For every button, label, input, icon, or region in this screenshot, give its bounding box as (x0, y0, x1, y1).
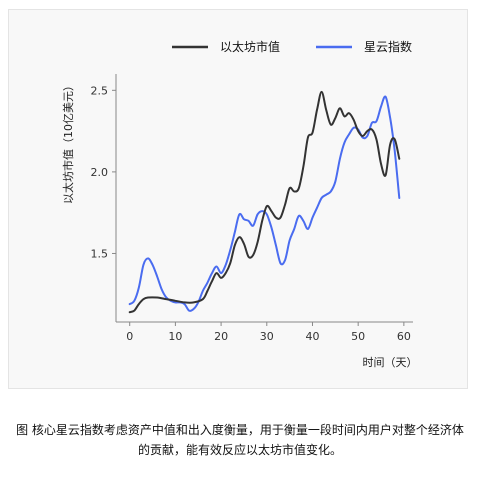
series-layer (128, 90, 401, 314)
line-chart: 以太坊市值 星云指数 0 10 20 30 40 50 60 1.5 2.0 2.5 时间（天） 以… (61, 39, 418, 369)
y-axis-label: 以太坊市值（10亿美元） (61, 80, 75, 204)
x-tick-label: 30 (260, 330, 274, 343)
legend-label-nebula-index: 星云指数 (364, 39, 412, 54)
legend-label-eth-market-cap: 以太坊市值 (220, 39, 280, 54)
series-line-eth-market-cap (128, 90, 401, 314)
x-tick-label: 0 (126, 330, 133, 343)
y-tick-label: 2.0 (91, 166, 109, 179)
chart-legend: 以太坊市值 星云指数 (172, 39, 412, 54)
x-tick-label: 20 (214, 330, 228, 343)
series-line-nebula-index (128, 95, 401, 312)
figure-panel (8, 9, 468, 389)
y-tick-label: 2.5 (91, 84, 109, 97)
x-tick-label: 10 (168, 330, 182, 343)
y-tick-label: 1.5 (91, 247, 109, 260)
figure-caption: 图 核心星云指数考虑资产中值和出入度衡量，用于衡量一段时间内用户对整个经济体的贡… (16, 423, 464, 457)
axis-ticks: 0 10 20 30 40 50 60 1.5 2.0 2.5 (91, 84, 411, 343)
x-tick-label: 60 (397, 330, 411, 343)
x-axis-label: 时间（天） (363, 356, 418, 369)
x-tick-label: 50 (351, 330, 365, 343)
x-tick-label: 40 (305, 330, 319, 343)
